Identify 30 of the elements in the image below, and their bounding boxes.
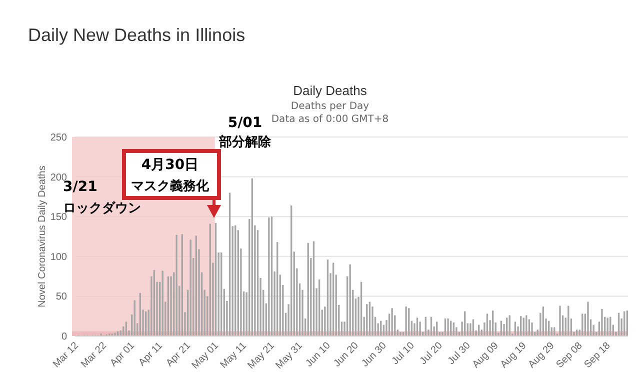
annotation: マスク義務化	[131, 178, 210, 194]
text: Deaths per Day	[290, 101, 370, 112]
x-tick-label: Jun 10	[304, 340, 334, 370]
x-tick-label: Jun 20	[332, 340, 362, 370]
x-tick-label: Mar 22	[79, 340, 110, 370]
y-tick-label: 250	[50, 132, 68, 144]
x-tick-label: Apr 11	[136, 340, 166, 368]
annotation: 部分解除	[218, 134, 272, 150]
x-tick-label: Aug 09	[470, 340, 502, 371]
y-tick-label: 0	[61, 332, 68, 342]
text: Data as of 0:00 GMT+8	[271, 114, 389, 125]
x-tick-label: Jun 30	[360, 340, 390, 370]
x-tick-label: Aug 29	[526, 340, 558, 371]
chart-subtitle: Daily Deaths	[293, 83, 368, 98]
x-tick-label: Apr 01	[108, 340, 138, 369]
x-tick-label: May 31	[274, 340, 306, 372]
y-tick-label: 100	[50, 252, 68, 263]
y-tick-label: 50	[56, 292, 68, 303]
annotation: 3/21	[63, 179, 98, 195]
text: 5/01	[228, 115, 262, 131]
x-tick-label: Jul 10	[390, 340, 418, 367]
annotation: 4月30日	[141, 157, 199, 173]
y-axis-title: Novel Coronavirus Daily Deaths	[37, 166, 48, 308]
y-tick-label: 150	[50, 212, 68, 224]
chart-title: Daily New Deaths in Illinois	[28, 25, 246, 45]
x-tick-label: Mar 12	[51, 340, 82, 370]
x-tick-label: Jul 20	[418, 340, 446, 367]
x-tick-label: May 01	[190, 340, 222, 372]
x-tick-label: Jul 30	[446, 340, 474, 367]
x-tick-label: Aug 19	[498, 340, 530, 371]
